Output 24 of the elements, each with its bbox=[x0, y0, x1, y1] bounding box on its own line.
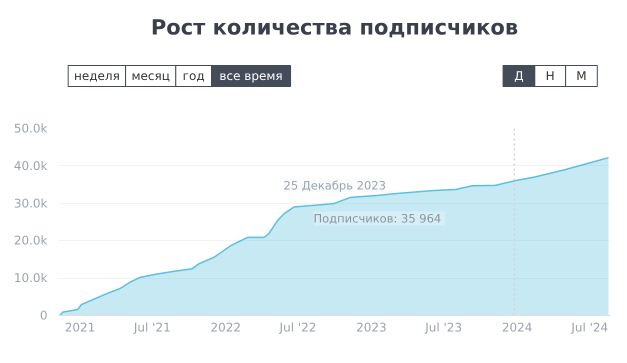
text: Д bbox=[514, 69, 524, 83]
x-tick-label: 2024 bbox=[502, 320, 532, 334]
x-tick-label: 2023 bbox=[356, 320, 387, 334]
x-tick-label: Jul '21 bbox=[132, 320, 171, 334]
x-tick-label: 2022 bbox=[210, 320, 242, 334]
annotation: 25 Декабрь 2023 bbox=[284, 178, 386, 192]
text: неделя bbox=[74, 69, 120, 83]
text: год bbox=[182, 69, 205, 83]
y-tick-label: 20.0k bbox=[14, 234, 48, 248]
y-tick-label: 50.0k bbox=[14, 122, 48, 136]
x-tick-label: Jul '22 bbox=[278, 320, 316, 334]
annotation: Подписчиков: 35 964 bbox=[314, 212, 442, 226]
x-tick-label: Jul '23 bbox=[424, 320, 462, 334]
text: месяц bbox=[131, 69, 170, 83]
y-tick-label: 30.0k bbox=[14, 196, 48, 210]
x-tick-label: Jul '24 bbox=[570, 320, 608, 334]
text: все время bbox=[219, 69, 283, 83]
text: Н bbox=[546, 69, 555, 83]
x-tick-label: 2021 bbox=[64, 320, 96, 334]
y-tick-label: 0 bbox=[40, 308, 48, 322]
y-tick-label: 40.0k bbox=[14, 158, 48, 173]
y-tick-label: 10.0k bbox=[14, 271, 48, 286]
text: М bbox=[576, 69, 587, 83]
chart-title: Рост количества подписчиков bbox=[150, 16, 518, 40]
